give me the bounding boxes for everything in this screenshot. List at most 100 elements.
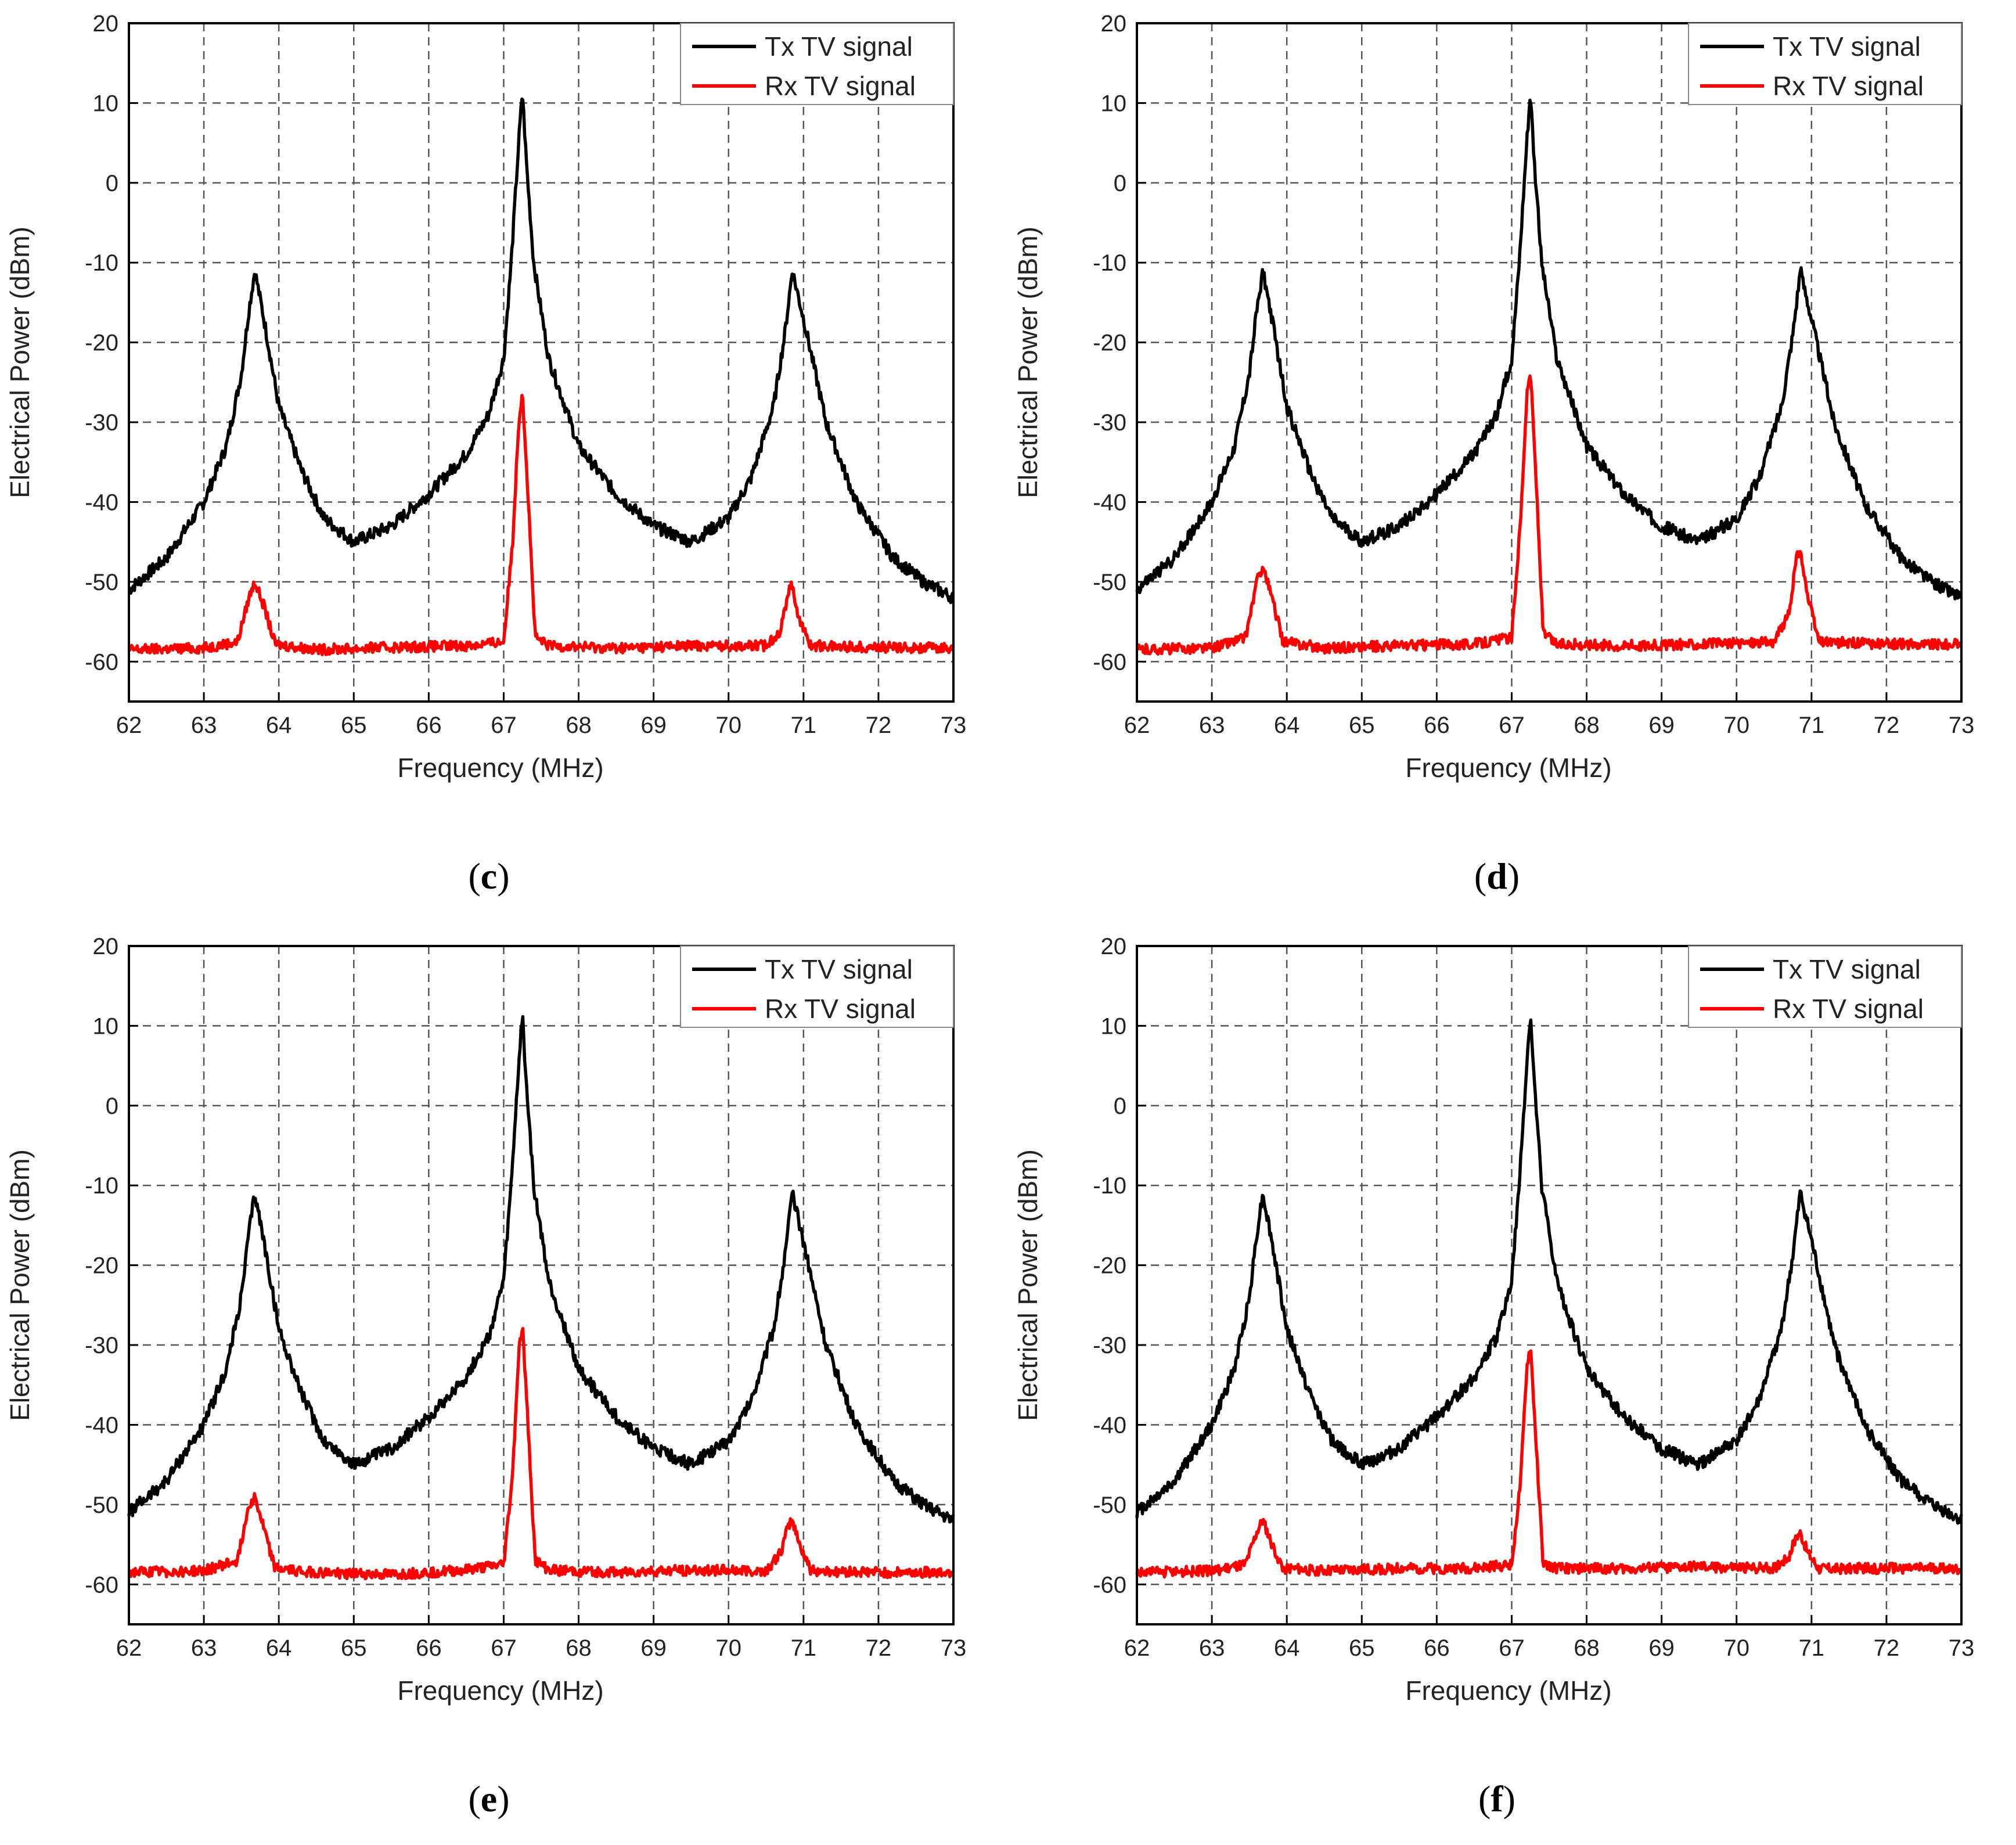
y-tick-label-d-8: -60 <box>1093 649 1126 675</box>
y-tick-label-f-2: 0 <box>1114 1094 1126 1119</box>
y-tick-label-f-7: -50 <box>1093 1492 1126 1518</box>
x-tick-label-e-7: 69 <box>640 1635 667 1661</box>
plot-frame-d <box>1136 22 1963 703</box>
x-tick-label-d-11: 73 <box>1949 713 1975 738</box>
x-tick-label-d-6: 68 <box>1574 713 1600 738</box>
y-tick-label-e-5: -30 <box>85 1333 118 1358</box>
y-tick-label-d-4: -20 <box>1093 330 1126 356</box>
x-tick-label-c-3: 65 <box>341 713 367 738</box>
y-tick-label-d-0: 20 <box>1101 11 1127 37</box>
x-tick-label-e-10: 72 <box>866 1635 892 1661</box>
x-tick-label-f-2: 64 <box>1274 1635 1300 1661</box>
x-tick-label-d-9: 71 <box>1799 713 1825 738</box>
chart-panel-c: 62 63 64 65 66 67 68 69 70 71 72 73 20 10 0 -10 -20 -30 -4… <box>0 0 1008 922</box>
plot-frame-f <box>1136 945 1963 1625</box>
x-tick-label-c-9: 71 <box>791 713 817 738</box>
y-tick-label-c-5: -30 <box>85 410 118 436</box>
x-tick-label-f-5: 67 <box>1499 1635 1525 1661</box>
y-tick-label-d-2: 0 <box>1114 171 1126 196</box>
x-tick-label-d-10: 72 <box>1874 713 1900 738</box>
x-tick-label-e-4: 66 <box>416 1635 442 1661</box>
y-tick-label-e-8: -60 <box>85 1572 118 1598</box>
chart-svg-e: 62 63 64 65 66 67 68 69 70 71 72 73 20 10 0 -10 -20 -30 -4… <box>5 934 967 1819</box>
legend-d: Tx TV signal Rx TV signal <box>1688 23 1962 105</box>
series-tx-line-e <box>127 1015 955 1524</box>
y-tick-label-e-7: -50 <box>85 1492 118 1518</box>
legend-box-e <box>680 945 954 1028</box>
legend-label-tx-f: Tx TV signal <box>1773 954 1921 984</box>
plot-frame-e <box>128 945 955 1625</box>
y-tick-label-d-1: 10 <box>1101 91 1127 116</box>
x-axis-label-e: Frequency (MHz) <box>397 1675 603 1706</box>
x-tick-label-f-9: 71 <box>1799 1635 1825 1661</box>
legend-c: Tx TV signal Rx TV signal <box>680 23 954 105</box>
y-tick-label-d-7: -50 <box>1093 570 1126 595</box>
x-tick-label-c-7: 69 <box>640 713 667 738</box>
series-rx-line-d <box>1136 374 1963 656</box>
chart-svg-d: 62 63 64 65 66 67 68 69 70 71 72 73 20 10 0 -10 -20 -30 -4… <box>1013 11 1975 897</box>
x-axis-label-c: Frequency (MHz) <box>397 753 603 783</box>
chart-svg-c: 62 63 64 65 66 67 68 69 70 71 72 73 20 10 0 -10 -20 -30 -4… <box>5 11 966 897</box>
x-tick-label-c-10: 72 <box>866 713 892 738</box>
y-tick-label-e-3: -10 <box>85 1173 118 1199</box>
legend-label-tx-c: Tx TV signal <box>765 31 913 62</box>
x-tick-label-f-6: 68 <box>1574 1635 1600 1661</box>
x-tick-label-f-0: 62 <box>1124 1635 1150 1661</box>
chart-panel-f: 62 63 64 65 66 67 68 69 70 71 72 73 20 10 0 -10 -20 -30 -4… <box>1008 923 2016 1845</box>
x-tick-label-f-7: 69 <box>1648 1635 1675 1661</box>
y-tick-label-c-7: -50 <box>85 570 118 595</box>
x-tick-label-c-0: 62 <box>116 713 142 738</box>
legend-box-f <box>1688 945 1962 1028</box>
panel-caption-c: (c) <box>468 855 509 897</box>
x-tick-label-d-4: 66 <box>1424 713 1450 738</box>
legend-label-rx-c: Rx TV signal <box>765 71 916 101</box>
series-tx-line-c <box>127 97 955 605</box>
x-tick-label-f-3: 65 <box>1349 1635 1375 1661</box>
panel-caption-e: (e) <box>468 1778 509 1819</box>
series-tx-line-f <box>1135 1018 1963 1525</box>
y-tick-label-f-6: -40 <box>1093 1412 1126 1438</box>
x-tick-label-e-6: 68 <box>566 1635 592 1661</box>
legend-label-rx-d: Rx TV signal <box>1773 71 1924 101</box>
series-rx-line-c <box>127 394 955 656</box>
x-tick-label-d-7: 69 <box>1648 713 1675 738</box>
x-axis-label-f: Frequency (MHz) <box>1405 1675 1611 1706</box>
y-tick-label-c-6: -40 <box>85 490 118 515</box>
x-tick-label-e-1: 63 <box>191 1635 217 1661</box>
x-tick-label-f-10: 72 <box>1874 1635 1900 1661</box>
panel-caption-d: (d) <box>1474 855 1520 897</box>
legend-label-rx-e: Rx TV signal <box>765 994 916 1024</box>
x-tick-label-e-11: 73 <box>941 1635 967 1661</box>
y-tick-label-c-0: 20 <box>93 11 119 37</box>
x-tick-label-c-2: 64 <box>266 713 292 738</box>
x-tick-label-f-4: 66 <box>1424 1635 1450 1661</box>
x-tick-label-e-3: 65 <box>341 1635 367 1661</box>
x-tick-label-e-5: 67 <box>491 1635 517 1661</box>
legend-label-rx-f: Rx TV signal <box>1773 994 1924 1024</box>
x-tick-label-f-11: 73 <box>1949 1635 1975 1661</box>
y-axis-label-c: Electrical Power (dBm) <box>5 226 35 498</box>
legend-label-tx-e: Tx TV signal <box>765 954 913 984</box>
x-tick-label-c-4: 66 <box>416 713 442 738</box>
x-tick-label-c-6: 68 <box>566 713 592 738</box>
x-axis-label-d: Frequency (MHz) <box>1405 753 1611 783</box>
x-tick-label-d-1: 63 <box>1199 713 1225 738</box>
y-tick-label-c-4: -20 <box>85 330 118 356</box>
legend-label-tx-d: Tx TV signal <box>1773 31 1921 62</box>
series-rx-line-e <box>127 1326 955 1581</box>
y-tick-label-f-8: -60 <box>1093 1572 1126 1598</box>
y-tick-label-f-4: -20 <box>1093 1253 1126 1279</box>
legend-box-d <box>1688 23 1962 105</box>
y-axis-label-d: Electrical Power (dBm) <box>1013 226 1043 498</box>
x-tick-label-e-9: 71 <box>791 1635 817 1661</box>
x-tick-label-d-5: 67 <box>1499 713 1525 738</box>
legend-f: Tx TV signal Rx TV signal <box>1688 945 1962 1028</box>
y-axis-label-f: Electrical Power (dBm) <box>1013 1149 1043 1421</box>
y-tick-label-f-5: -30 <box>1093 1333 1126 1358</box>
plot-frame-c <box>128 22 955 703</box>
legend-box-c <box>680 23 954 105</box>
y-tick-label-e-2: 0 <box>106 1094 118 1119</box>
y-axis-label-e: Electrical Power (dBm) <box>5 1149 35 1421</box>
y-tick-label-f-3: -10 <box>1093 1173 1126 1199</box>
y-tick-label-c-3: -10 <box>85 250 118 276</box>
